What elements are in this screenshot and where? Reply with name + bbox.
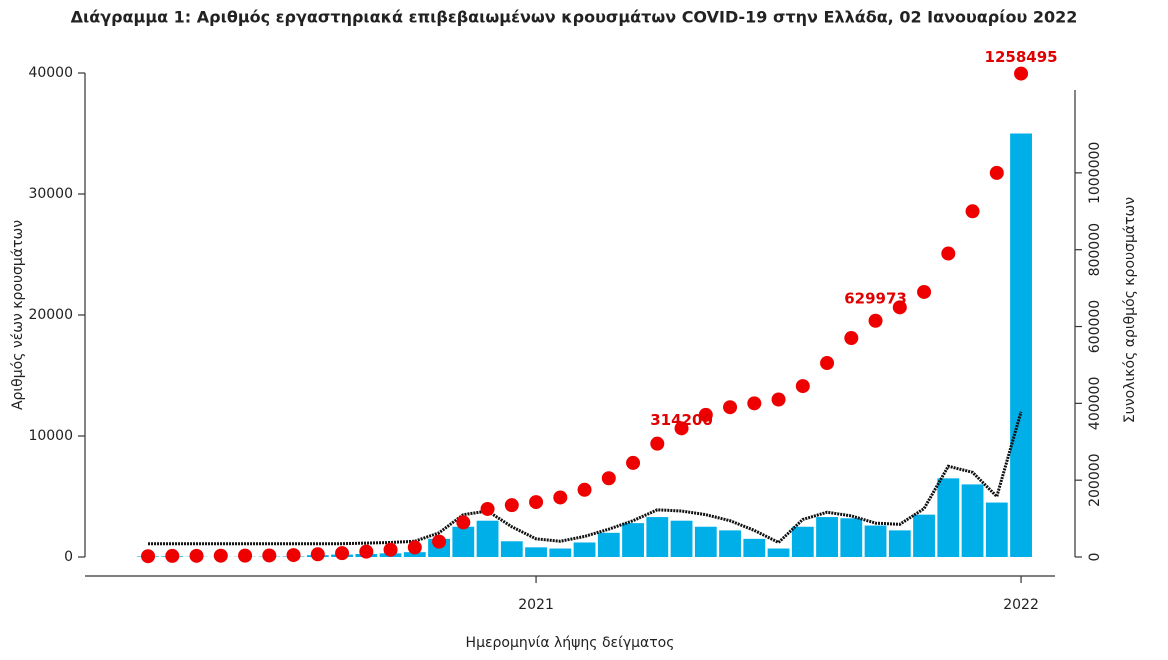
y-tick-label: 40000 <box>28 65 73 81</box>
y2-axis-label: Συνολικός αριθμός κρουσμάτων <box>1122 197 1138 423</box>
bar <box>670 520 693 557</box>
y2-tick-label: 400000 <box>1087 377 1103 430</box>
cumulative-point <box>941 246 956 261</box>
bar <box>816 517 838 557</box>
cumulative-point <box>407 540 422 555</box>
bar <box>937 478 960 557</box>
cumulative-point <box>529 495 544 510</box>
bar <box>743 538 766 557</box>
cumulative-point <box>456 515 471 530</box>
cumulative-point <box>650 436 665 451</box>
cumulative-point <box>795 379 810 394</box>
cumulative-point <box>698 407 713 422</box>
bar <box>573 542 596 557</box>
bar <box>646 517 669 557</box>
bar <box>840 518 863 557</box>
cumulative-point <box>747 396 762 411</box>
bar <box>1010 133 1032 557</box>
cumulative-point <box>723 400 738 415</box>
annotation: 314200 <box>650 411 713 429</box>
cumulative-point <box>141 549 156 564</box>
bar <box>985 502 1008 557</box>
y2-tick-label: 200000 <box>1087 453 1103 506</box>
bar <box>549 548 572 557</box>
cumulative-point <box>965 204 980 219</box>
cumulative-point <box>504 498 519 513</box>
x-tick-label: 2022 <box>1003 597 1039 613</box>
y2-tick-label: 600000 <box>1087 300 1103 353</box>
y-tick-label: 20000 <box>28 307 73 323</box>
y2-tick-label: 1000000 <box>1087 142 1103 204</box>
bar <box>476 520 499 557</box>
bar <box>500 541 523 557</box>
bar <box>622 523 644 557</box>
cumulative-point <box>771 392 786 407</box>
cumulative-point <box>480 501 495 516</box>
cumulative-point <box>577 482 592 497</box>
bar <box>791 526 814 557</box>
cumulative-point <box>626 455 641 470</box>
cumulative-point <box>553 490 568 505</box>
cumulative-point <box>359 544 374 559</box>
cumulative-point <box>917 284 932 299</box>
cumulative-point <box>820 356 835 371</box>
bar <box>452 526 475 557</box>
chart-title: Διάγραμμα 1: Αριθμός εργαστηριακά επιβεβ… <box>71 8 1078 27</box>
y2-tick-label: 0 <box>1087 553 1103 562</box>
bar <box>719 530 741 557</box>
y-tick-label: 10000 <box>28 428 73 444</box>
x-tick-label: 2021 <box>518 597 554 613</box>
bar <box>888 530 911 557</box>
cumulative-point <box>238 548 253 563</box>
cumulative-point <box>868 313 883 328</box>
cumulative-point <box>262 548 277 563</box>
cumulative-point <box>844 331 859 346</box>
y-tick-label: 0 <box>64 549 73 565</box>
cumulative-point <box>989 165 1004 180</box>
cumulative-point <box>674 421 689 436</box>
cumulative-point <box>310 547 325 562</box>
annotation: 1258495 <box>985 48 1058 66</box>
bar <box>694 526 717 557</box>
cumulative-point <box>165 548 180 563</box>
avg-line <box>148 411 1023 546</box>
bar <box>403 552 426 557</box>
cumulative-point <box>335 546 350 561</box>
y-axis-label: Αριθμός νέων κρουσμάτων <box>10 220 26 410</box>
cumulative-point <box>383 542 398 557</box>
cumulative-point <box>286 548 301 563</box>
cumulative-point <box>1014 66 1029 81</box>
cumulative-point <box>213 548 228 563</box>
bar <box>767 548 790 557</box>
cumulative-point <box>601 471 616 486</box>
bar <box>525 547 547 557</box>
cumulative-point <box>432 534 447 549</box>
bar <box>913 514 935 557</box>
cumulative-point <box>189 548 204 563</box>
bar <box>961 484 984 557</box>
bar <box>864 525 887 557</box>
y-tick-label: 30000 <box>28 186 73 202</box>
bar <box>597 532 620 557</box>
cumulative-point <box>892 300 907 315</box>
annotation: 629973 <box>844 290 907 308</box>
y2-tick-label: 800000 <box>1087 223 1103 276</box>
x-axis-label: Ημερομηνία λήψης δείγματος <box>466 635 675 651</box>
